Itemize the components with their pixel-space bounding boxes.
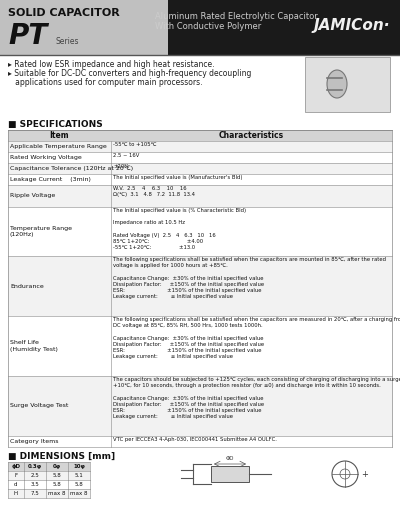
Bar bbox=[68, 489, 90, 498]
Text: 5.8: 5.8 bbox=[75, 482, 83, 487]
Text: Endurance: Endurance bbox=[10, 283, 44, 289]
Text: 5.8: 5.8 bbox=[53, 482, 61, 487]
Text: ϕD: ϕD bbox=[12, 464, 20, 469]
Text: With Conductive Polymer: With Conductive Polymer bbox=[155, 22, 261, 31]
Bar bbox=[46, 471, 68, 480]
Text: Characteristics: Characteristics bbox=[219, 131, 284, 140]
Text: Shelf Life
(Humidity Test): Shelf Life (Humidity Test) bbox=[10, 340, 58, 352]
Text: ▸ Rated low ESR impedance and high heat resistance.: ▸ Rated low ESR impedance and high heat … bbox=[8, 60, 214, 69]
Text: The Initial specified value is (% Characteristic Bld)

Impedance ratio at 10.5 H: The Initial specified value is (% Charac… bbox=[113, 208, 246, 250]
Bar bbox=[24, 489, 46, 498]
Text: ▸ Suitable for DC-DC converters and high-frequency decoupling: ▸ Suitable for DC-DC converters and high… bbox=[8, 69, 251, 78]
Bar bbox=[8, 141, 392, 152]
Text: Leakage Current    (3min): Leakage Current (3min) bbox=[10, 177, 91, 182]
Text: Applicable Temperature Range: Applicable Temperature Range bbox=[10, 144, 107, 149]
Bar bbox=[24, 471, 46, 480]
Text: -55℃ to +105℃: -55℃ to +105℃ bbox=[113, 142, 156, 147]
Bar bbox=[24, 462, 46, 471]
Text: PT: PT bbox=[8, 22, 47, 50]
Bar bbox=[68, 462, 90, 471]
Text: The following specifications shall be satisfied when the capacitors are mounted : The following specifications shall be sa… bbox=[113, 257, 386, 299]
Text: d: d bbox=[14, 482, 18, 487]
Text: Aluminum Rated Electrolytic Capacitor: Aluminum Rated Electrolytic Capacitor bbox=[155, 12, 318, 21]
Bar bbox=[305, 57, 390, 112]
Text: W.V.  2.5    4    6.3    10    16
Ω(℃)  3.1   4.8   7.2  11.8  13.4: W.V. 2.5 4 6.3 10 16 Ω(℃) 3.1 4.8 7.2 11… bbox=[113, 186, 195, 197]
Bar bbox=[8, 436, 392, 447]
Bar bbox=[168, 0, 400, 55]
Text: Category Items: Category Items bbox=[10, 439, 58, 444]
Bar bbox=[8, 316, 392, 376]
Text: Temperature Range
(120Hz): Temperature Range (120Hz) bbox=[10, 226, 72, 237]
Text: 2.5: 2.5 bbox=[31, 473, 39, 478]
Text: 2.5 ~ 16V: 2.5 ~ 16V bbox=[113, 153, 139, 158]
Text: The Initial specified value is (Manufacturer's Bld): The Initial specified value is (Manufact… bbox=[113, 175, 242, 180]
Text: ΦD: ΦD bbox=[226, 456, 234, 461]
Text: Capacitance Tolerance (120Hz at 20℃): Capacitance Tolerance (120Hz at 20℃) bbox=[10, 166, 133, 171]
Text: ■ SPECIFICATIONS: ■ SPECIFICATIONS bbox=[8, 120, 103, 129]
Bar bbox=[46, 462, 68, 471]
Bar bbox=[0, 0, 400, 55]
Bar bbox=[8, 376, 392, 436]
Bar bbox=[46, 480, 68, 489]
Bar bbox=[8, 185, 392, 207]
Text: Surge Voltage Test: Surge Voltage Test bbox=[10, 404, 68, 409]
Text: Series: Series bbox=[56, 37, 80, 46]
Bar bbox=[8, 471, 24, 480]
Text: Ripple Voltage: Ripple Voltage bbox=[10, 194, 55, 198]
Text: The following specifications shall be satisfied when the capacitors are measured: The following specifications shall be sa… bbox=[113, 317, 400, 359]
Text: Rated Working Voltage: Rated Working Voltage bbox=[10, 155, 82, 160]
Bar bbox=[8, 174, 392, 185]
Text: JAMICon·: JAMICon· bbox=[314, 18, 390, 33]
Text: max 8: max 8 bbox=[70, 491, 88, 496]
Text: The capacitors should be subjected to +125℃ cycles, each consisting of charging : The capacitors should be subjected to +1… bbox=[113, 377, 400, 419]
Bar bbox=[68, 480, 90, 489]
Text: 0φ: 0φ bbox=[53, 464, 61, 469]
Bar bbox=[8, 207, 392, 256]
Bar bbox=[8, 163, 392, 174]
Text: 5.8: 5.8 bbox=[53, 473, 61, 478]
Bar bbox=[8, 480, 24, 489]
Text: 7.5: 7.5 bbox=[31, 491, 39, 496]
Text: H: H bbox=[14, 491, 18, 496]
Bar bbox=[8, 462, 24, 471]
Text: ±20%: ±20% bbox=[113, 164, 129, 169]
Bar bbox=[8, 256, 392, 316]
Bar bbox=[8, 130, 392, 141]
Text: Item: Item bbox=[50, 131, 69, 140]
Text: 3.5: 3.5 bbox=[31, 482, 39, 487]
Text: +: + bbox=[361, 470, 368, 479]
Bar bbox=[68, 471, 90, 480]
Text: ■ DIMENSIONS [mm]: ■ DIMENSIONS [mm] bbox=[8, 452, 115, 461]
Ellipse shape bbox=[327, 70, 347, 98]
Bar bbox=[46, 489, 68, 498]
Text: F: F bbox=[14, 473, 18, 478]
Text: 10φ: 10φ bbox=[73, 464, 85, 469]
Bar bbox=[8, 489, 24, 498]
Text: applications used for computer main processors.: applications used for computer main proc… bbox=[8, 78, 202, 87]
Text: SOLID CAPACITOR: SOLID CAPACITOR bbox=[8, 8, 120, 18]
Bar bbox=[24, 480, 46, 489]
Text: max 8: max 8 bbox=[48, 491, 66, 496]
Text: VTC per IECCEA3 4-Aph-030, IEC000441 Submittee A4 OULFC.: VTC per IECCEA3 4-Aph-030, IEC000441 Sub… bbox=[113, 437, 277, 442]
Text: 0.3φ: 0.3φ bbox=[28, 464, 42, 469]
Bar bbox=[8, 152, 392, 163]
Bar bbox=[211, 466, 249, 482]
Text: 5.1: 5.1 bbox=[75, 473, 83, 478]
